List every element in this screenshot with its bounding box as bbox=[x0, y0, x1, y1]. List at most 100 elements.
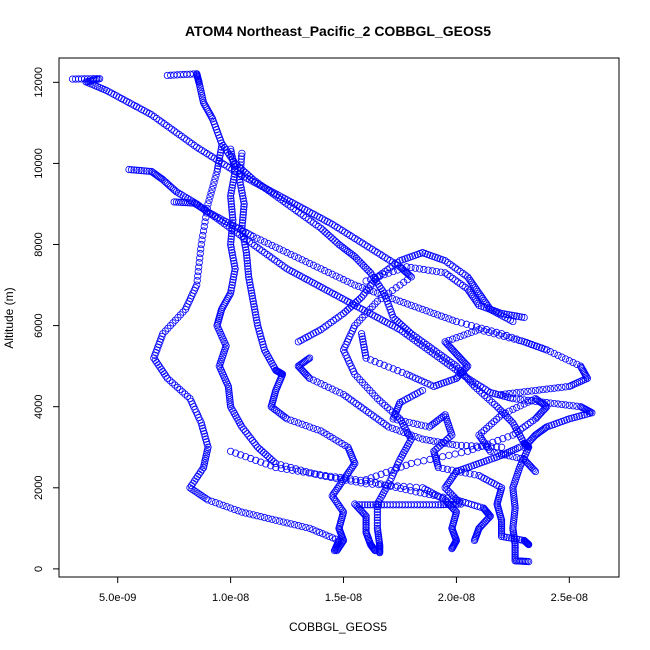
data-point bbox=[302, 357, 310, 365]
data-point bbox=[351, 476, 360, 484]
data-point bbox=[238, 152, 246, 160]
chart-title: ATOM4 Northeast_Pacific_2 COBBGL_GEOS5 bbox=[185, 23, 491, 39]
data-point bbox=[510, 515, 518, 523]
data-point bbox=[511, 429, 519, 437]
data-point bbox=[194, 267, 202, 276]
data-point bbox=[246, 278, 254, 286]
data-point bbox=[239, 232, 248, 241]
data-point bbox=[441, 313, 449, 322]
data-point bbox=[441, 257, 449, 265]
data-point bbox=[181, 305, 190, 313]
data-point bbox=[352, 399, 360, 408]
data-point bbox=[434, 463, 442, 472]
data-point bbox=[398, 327, 407, 336]
data-point bbox=[301, 369, 309, 377]
data-point bbox=[347, 279, 355, 287]
data-point bbox=[425, 490, 433, 499]
data-point bbox=[159, 367, 167, 376]
data-point bbox=[196, 254, 204, 262]
data-point bbox=[306, 259, 314, 268]
data-point bbox=[229, 276, 237, 284]
data-point bbox=[196, 249, 204, 258]
data-point bbox=[227, 232, 235, 241]
data-point bbox=[444, 480, 452, 488]
data-point bbox=[319, 530, 327, 538]
data-point bbox=[324, 268, 333, 277]
data-point bbox=[388, 262, 397, 270]
data-point bbox=[229, 181, 237, 189]
data-point bbox=[376, 282, 384, 291]
data-point bbox=[204, 108, 213, 116]
data-point bbox=[403, 300, 412, 308]
data-point bbox=[356, 476, 365, 484]
data-point bbox=[358, 332, 366, 341]
data-point bbox=[345, 304, 354, 312]
data-point bbox=[403, 331, 412, 339]
data-point bbox=[445, 451, 453, 459]
data-point bbox=[229, 278, 237, 286]
data-point bbox=[227, 194, 235, 203]
data-point bbox=[554, 400, 562, 408]
data-point bbox=[234, 507, 242, 515]
data-point bbox=[359, 509, 368, 518]
data-point bbox=[449, 440, 457, 449]
data-point bbox=[415, 265, 424, 273]
data-point bbox=[157, 365, 165, 373]
data-point bbox=[193, 276, 201, 285]
data-point bbox=[205, 196, 213, 204]
data-point bbox=[185, 138, 193, 146]
data-point bbox=[287, 416, 295, 424]
data-point bbox=[525, 540, 533, 549]
data-point bbox=[465, 275, 473, 283]
data-point bbox=[505, 452, 513, 460]
data-point bbox=[539, 385, 547, 394]
data-point bbox=[265, 252, 274, 260]
data-point bbox=[324, 383, 333, 391]
data-point bbox=[396, 326, 404, 334]
data-point bbox=[403, 263, 411, 271]
data-point bbox=[228, 211, 236, 219]
data-point bbox=[509, 405, 517, 414]
data-point bbox=[397, 417, 405, 425]
data-point bbox=[178, 132, 186, 140]
data-point bbox=[472, 285, 481, 294]
data-point bbox=[452, 334, 461, 342]
data-point bbox=[171, 186, 179, 195]
data-point bbox=[303, 372, 311, 380]
data-point bbox=[158, 118, 166, 126]
data-point bbox=[511, 542, 519, 550]
data-point bbox=[449, 335, 457, 343]
data-point bbox=[272, 516, 280, 524]
data-point bbox=[450, 471, 458, 479]
data-point bbox=[426, 347, 434, 355]
data-point bbox=[376, 397, 384, 405]
data-point bbox=[228, 249, 236, 257]
data-point bbox=[336, 389, 344, 397]
data-point bbox=[362, 512, 370, 520]
data-point bbox=[509, 389, 517, 397]
data-point bbox=[441, 269, 449, 277]
data-point bbox=[254, 443, 262, 451]
data-point bbox=[523, 539, 531, 547]
data-point bbox=[149, 168, 157, 177]
data-point bbox=[254, 179, 262, 187]
data-point bbox=[406, 333, 414, 341]
data-point bbox=[554, 351, 562, 359]
data-point bbox=[269, 190, 277, 198]
data-point bbox=[467, 290, 476, 299]
data-point bbox=[351, 299, 360, 307]
data-point bbox=[413, 458, 422, 466]
data-point bbox=[358, 508, 366, 516]
data-point bbox=[312, 527, 320, 535]
data-point bbox=[543, 346, 551, 354]
data-point bbox=[169, 319, 177, 327]
data-point bbox=[565, 401, 573, 409]
data-point bbox=[477, 435, 486, 443]
data-point bbox=[365, 284, 373, 292]
data-point bbox=[358, 378, 366, 386]
data-point bbox=[466, 276, 474, 285]
data-point bbox=[264, 514, 272, 523]
data-point bbox=[432, 445, 440, 454]
data-point bbox=[533, 413, 541, 422]
data-point bbox=[471, 296, 479, 304]
